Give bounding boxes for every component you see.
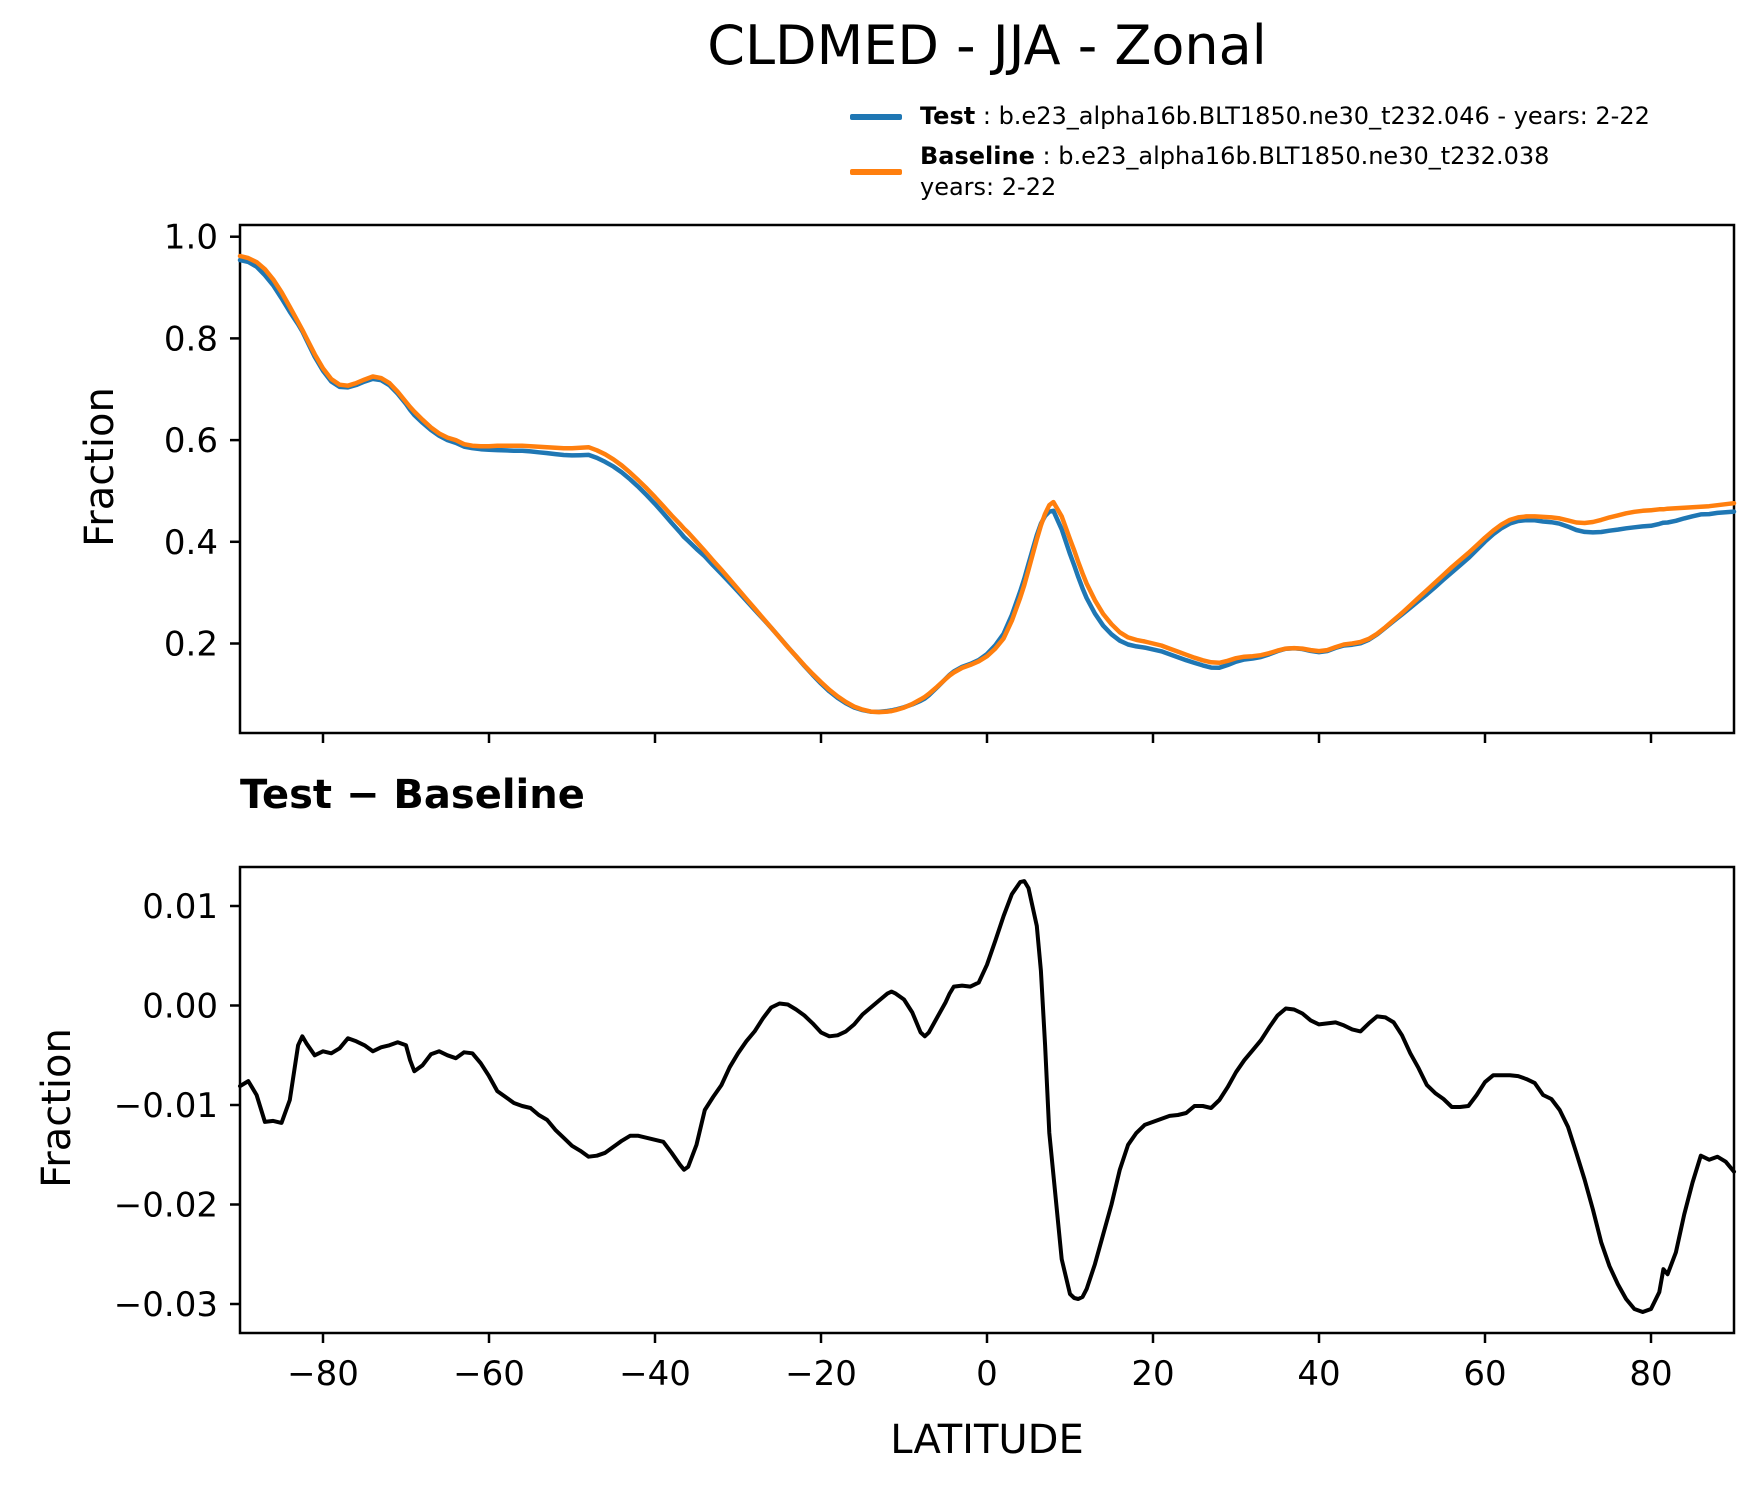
- bottom-ytick-label: 0.01: [142, 887, 218, 927]
- legend-baseline-label: Baseline: [920, 141, 1035, 170]
- top-ytick-label: 0.4: [164, 523, 218, 563]
- top-ytick-label: 0.6: [164, 421, 218, 461]
- bottom-ytick-label: −0.02: [114, 1186, 218, 1226]
- figure-title: CLDMED - JJA - Zonal: [707, 14, 1267, 77]
- baseline-series-line: [237, 253, 1737, 715]
- x-tick-label: −40: [619, 1354, 691, 1394]
- legend-test-label: Test: [920, 102, 976, 130]
- x-tick-label: 40: [1297, 1354, 1340, 1394]
- top-ytick-label: 0.8: [164, 319, 218, 359]
- x-tick-label: 20: [1131, 1354, 1174, 1394]
- legend-baseline-separator: :: [1034, 141, 1059, 170]
- legend-test-desc: b.e23_alpha16b.BLT1850.ne30_t232.046 - y…: [998, 102, 1650, 130]
- legend-test-separator: :: [975, 102, 999, 130]
- bottom-ytick-label: −0.03: [114, 1285, 218, 1325]
- baseline-line-swatch: [850, 169, 902, 176]
- legend-baseline-line1: Baseline : b.e23_alpha16b.BLT1850.ne30_t…: [920, 141, 1549, 173]
- x-tick-label: −80: [287, 1354, 359, 1394]
- bottom-ytick-label: −0.01: [114, 1086, 218, 1126]
- legend-entry-baseline: Baseline : b.e23_alpha16b.BLT1850.ne30_t…: [850, 141, 1650, 204]
- x-tick-label: 80: [1629, 1354, 1672, 1394]
- legend-baseline-line2: years: 2-22: [920, 173, 1057, 202]
- top-ytick-label: 1.0: [164, 218, 218, 258]
- bottom-ytick-label: 0.00: [142, 987, 218, 1027]
- top-ylabel: Fraction: [77, 387, 123, 547]
- bottom-ylabel: Fraction: [34, 1028, 80, 1188]
- tick-labels: 1.0 0.8 0.6 0.4 0.2 0.01 0.00 −0.01 −0.02 −0.03 −8…: [114, 218, 1673, 1394]
- top-ytick-label: 0.2: [164, 625, 218, 665]
- test-line-swatch: [850, 113, 902, 120]
- x-axis-label: LATITUDE: [890, 1417, 1084, 1463]
- x-tick-label: 60: [1463, 1354, 1506, 1394]
- x-tick-label: 0: [976, 1354, 998, 1394]
- test-series-line: [237, 257, 1737, 715]
- difference-series-line: [238, 879, 1736, 1314]
- legend-test-text: Test : b.e23_alpha16b.BLT1850.ne30_t232.…: [920, 101, 1650, 133]
- bottom-panel-box: [238, 865, 1736, 1335]
- x-tick-label: −20: [785, 1354, 857, 1394]
- tick-marks: [230, 235, 1653, 1343]
- legend-entry-test: Test : b.e23_alpha16b.BLT1850.ne30_t232.…: [850, 101, 1650, 133]
- legend: Test : b.e23_alpha16b.BLT1850.ne30_t232.…: [850, 101, 1650, 212]
- bottom-panel-title: Test − Baseline: [240, 772, 585, 818]
- legend-baseline-text: Baseline : b.e23_alpha16b.BLT1850.ne30_t…: [920, 141, 1549, 204]
- x-tick-label: −60: [453, 1354, 525, 1394]
- legend-baseline-desc: b.e23_alpha16b.BLT1850.ne30_t232.038: [1058, 141, 1550, 170]
